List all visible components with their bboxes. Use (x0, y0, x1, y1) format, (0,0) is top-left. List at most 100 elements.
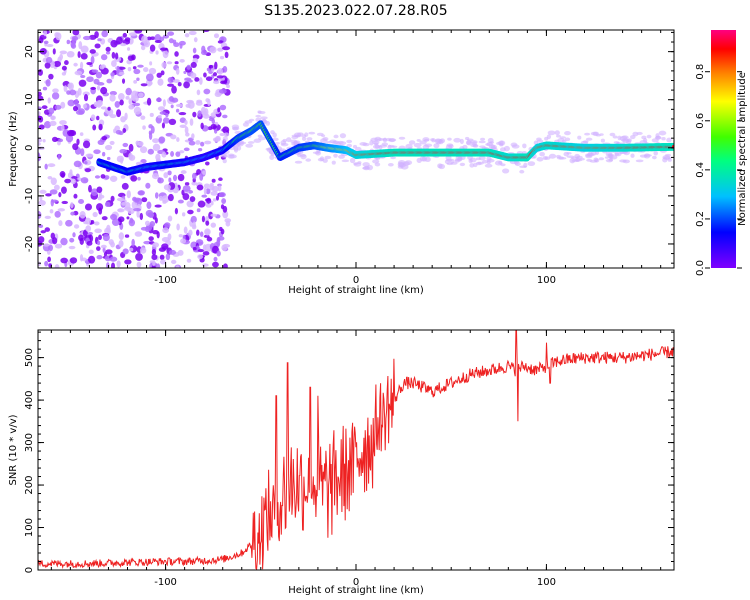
spectrogram-noise-cell (89, 49, 96, 54)
spectrogram-noise-cell (179, 124, 187, 129)
spectrogram-noise-cell (97, 38, 102, 42)
spectrogram-noise-cell (137, 141, 144, 147)
spectrogram-noise-cell (64, 60, 69, 66)
spectrogram-noise-cell (156, 263, 161, 268)
snr-series-line (38, 330, 674, 570)
spectrogram-noise-cell (102, 151, 106, 157)
spectrogram-noise-cell (110, 39, 118, 48)
spectrogram-noise-cell (184, 119, 188, 126)
spectrogram-noise-cell (221, 244, 228, 252)
spectrogram-noise-cell (136, 261, 142, 268)
spectrogram-noise-cell (42, 86, 48, 91)
spectrogram-noise-cell (218, 88, 227, 94)
spectrogram-noise-cell (186, 200, 194, 208)
spectrogram-noise-cell (157, 114, 162, 119)
spectrogram-halo-cell (402, 161, 410, 166)
spectrogram-halo-cell (487, 137, 494, 144)
spectrogram-noise-cell (175, 108, 180, 113)
spectrogram-noise-cell (121, 201, 127, 206)
spectrogram-halo-cell (362, 165, 370, 171)
spectrogram-noise-cell (127, 55, 135, 61)
spectrogram-halo-cell (554, 130, 560, 136)
spectrogram-noise-cell (152, 242, 160, 248)
spectrogram-noise-cell (133, 208, 141, 212)
spectrogram-noise-cell (71, 176, 78, 180)
spectrogram-noise-cell (184, 126, 189, 134)
spectrogram-halo-cell (453, 137, 461, 143)
spectrogram-halo-cell (255, 114, 262, 118)
spectrogram-noise-cell (85, 225, 92, 232)
spectrogram-noise-cell (161, 122, 166, 129)
spectrogram-noise-cell (162, 50, 169, 59)
spectrogram-noise-cell (179, 150, 185, 154)
spectrogram-noise-cell (140, 146, 148, 154)
spectrogram-noise-cell (202, 244, 207, 252)
spectrogram-noise-cell (152, 143, 161, 152)
spectrogram-halo-cell (370, 137, 379, 142)
spectrogram-noise-cell (134, 231, 143, 237)
spectrogram-noise-cell (126, 47, 131, 51)
spectrogram-halo-cell (619, 159, 627, 163)
spectrogram-noise-cell (84, 203, 93, 211)
spectrogram-noise-cell (204, 140, 212, 145)
spectrogram-noise-cell (70, 40, 76, 48)
spectrogram-halo-cell (398, 136, 406, 140)
spectrogram-halo-cell (620, 151, 628, 154)
spectrogram-noise-cell (106, 78, 113, 84)
spectrogram-noise-cell (124, 112, 128, 121)
spectrogram-xtick-label: 100 (537, 275, 556, 286)
spectrogram-noise-cell (215, 195, 220, 201)
spectrogram-noise-cell (53, 60, 61, 68)
spectrogram-halo-cell (280, 142, 289, 147)
spectrogram-noise-cell (156, 72, 162, 78)
spectrogram-noise-cell (72, 232, 76, 238)
spectrogram-noise-cell (117, 216, 125, 223)
spectrogram-noise-cell (82, 35, 91, 41)
spectrogram-noise-cell (161, 243, 169, 250)
spectrogram-noise-cell (96, 254, 103, 260)
spectrogram-noise-cell (98, 123, 103, 131)
spectrogram-noise-cell (52, 48, 56, 55)
spectrogram-halo-cell (224, 132, 230, 137)
spectrogram-halo-cell (480, 137, 486, 141)
spectrogram-halo-cell (566, 152, 572, 155)
spectrogram-noise-cell (209, 46, 217, 54)
spectrogram-noise-cell (128, 152, 133, 160)
spectrogram-halo-cell (405, 143, 413, 150)
spectrogram-noise-cell (210, 222, 217, 228)
spectrogram-noise-cell (61, 71, 67, 76)
spectrogram-noise-cell (162, 34, 170, 39)
spectrogram-noise-cell (131, 238, 135, 247)
spectrogram-noise-cell (135, 253, 143, 261)
spectrogram-halo-cell (586, 159, 593, 162)
spectrogram-noise-cell (217, 68, 224, 75)
spectrogram-noise-cell (223, 263, 228, 268)
spectrogram-noise-cell (44, 227, 51, 232)
spectrogram-noise-cell (78, 198, 85, 205)
spectrogram-noise-cell (102, 246, 106, 253)
spectrogram-halo-cell (247, 141, 255, 144)
spectrogram-halo-cell (333, 153, 338, 158)
spectrogram-noise-cell (136, 210, 140, 218)
spectrogram-noise-cell (78, 234, 84, 242)
spectrogram-ytick-label: 20 (24, 45, 35, 58)
spectrogram-noise-cell (94, 221, 100, 226)
spectrogram-noise-cell (210, 123, 217, 130)
spectrogram-noise-cell (99, 64, 105, 70)
spectrogram-noise-cell (59, 171, 66, 178)
spectrogram-halo-cell (547, 130, 556, 136)
spectrogram-noise-cell (100, 86, 108, 95)
spectrogram-noise-cell (92, 211, 98, 218)
spectrogram-noise-cell (205, 98, 210, 103)
spectrogram-noise-cell (57, 208, 65, 212)
spectrogram-noise-cell (58, 138, 64, 143)
spectrogram-noise-cell (84, 161, 88, 165)
spectrogram-noise-cell (188, 140, 196, 146)
spectrogram-noise-cell (88, 255, 96, 264)
spectrogram-noise-cell (152, 230, 159, 235)
spectrogram-noise-cell (48, 73, 54, 80)
spectrogram-noise-cell (62, 129, 70, 137)
spectrogram-noise-cell (90, 114, 96, 121)
spectrogram-noise-cell (101, 30, 109, 38)
spectrogram-noise-cell (100, 106, 107, 110)
